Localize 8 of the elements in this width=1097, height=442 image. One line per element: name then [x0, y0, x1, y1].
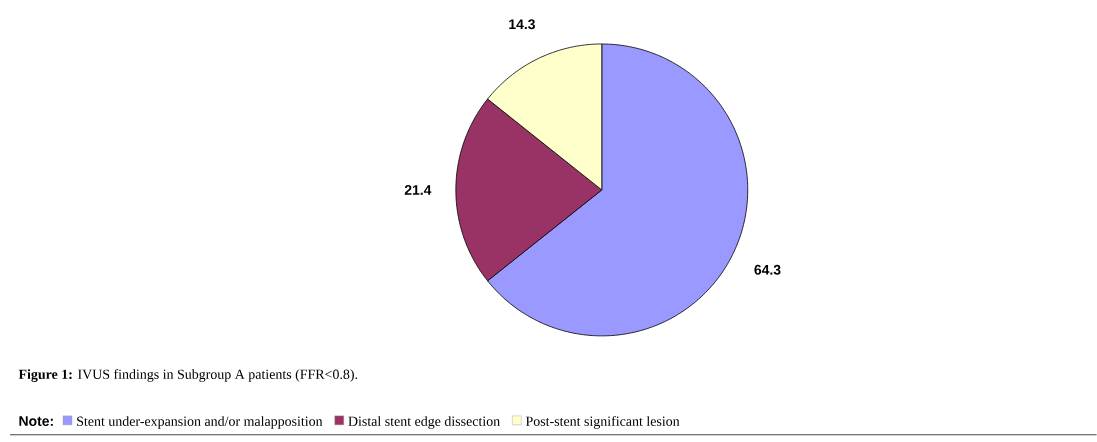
legend-label: Stent under-expansion and/or malapposition: [77, 416, 323, 429]
data-label: 21.4: [404, 185, 432, 195]
legend-label: Distal stent edge dissection: [348, 416, 500, 429]
legend-label: Post-stent significant lesion: [525, 416, 680, 429]
data-label: 64.3: [754, 264, 781, 275]
data-label: 14.3: [509, 19, 535, 30]
text: Figure 1: IVUS findings in Subgroup A patients (FFR<0.8).: [18, 369, 358, 383]
legend-title: Note:: [19, 416, 53, 427]
